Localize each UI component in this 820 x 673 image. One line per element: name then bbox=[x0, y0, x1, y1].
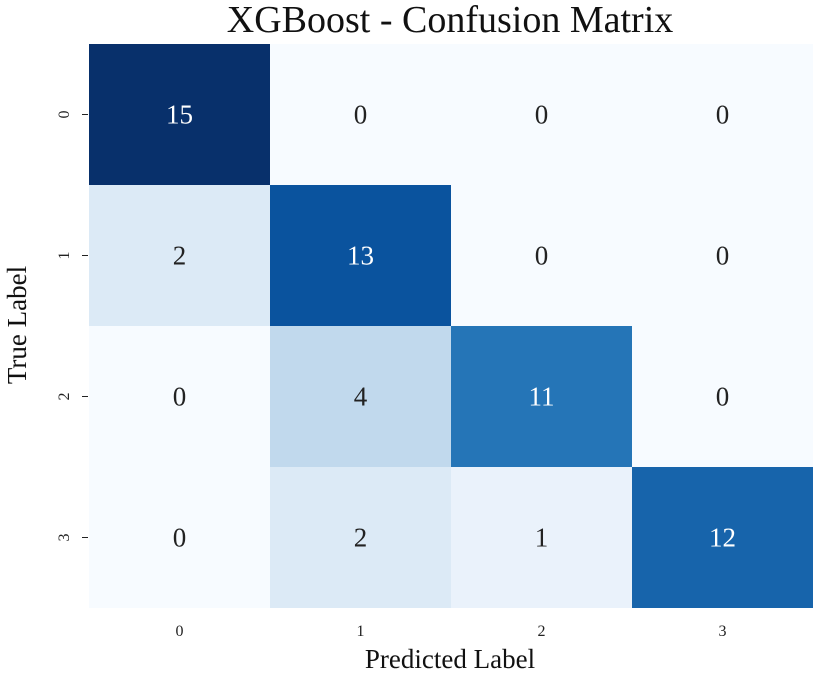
y-tick-label: 3 bbox=[56, 534, 73, 542]
x-tick-label: 2 bbox=[538, 623, 546, 640]
y-axis-ticks: 0 1 2 3 bbox=[56, 111, 88, 542]
heatmap-cells: 15 0 0 0 2 13 0 0 0 4 11 0 0 2 1 12 bbox=[89, 44, 813, 608]
heatmap-cell bbox=[632, 326, 813, 467]
cell-value-label: 2 bbox=[354, 523, 368, 553]
y-tick-label: 0 bbox=[56, 111, 73, 119]
heatmap-cell bbox=[451, 185, 632, 326]
cell-value-label: 2 bbox=[173, 241, 187, 271]
heatmap-cell bbox=[270, 185, 451, 326]
heatmap-cell bbox=[89, 326, 270, 467]
heatmap-cell bbox=[89, 185, 270, 326]
heatmap-cell bbox=[270, 44, 451, 185]
cell-value-label: 4 bbox=[354, 382, 368, 412]
heatmap-cell bbox=[632, 44, 813, 185]
chart-title: XGBoost - Confusion Matrix bbox=[227, 0, 674, 41]
cell-value-label: 0 bbox=[716, 100, 730, 130]
heatmap-cell bbox=[451, 467, 632, 608]
cell-value-label: 12 bbox=[709, 523, 736, 553]
y-axis-label: True Label bbox=[2, 266, 32, 384]
cell-value-label: 0 bbox=[354, 100, 368, 130]
cell-value-label: 0 bbox=[535, 100, 549, 130]
y-tick-label: 2 bbox=[56, 393, 73, 401]
heatmap-cell bbox=[451, 326, 632, 467]
cell-value-label: 13 bbox=[347, 241, 374, 271]
cell-value-label: 1 bbox=[535, 523, 549, 553]
cell-value-label: 0 bbox=[716, 382, 730, 412]
cell-value-label: 0 bbox=[535, 241, 549, 271]
x-tick-label: 3 bbox=[719, 623, 727, 640]
cell-value-label: 0 bbox=[716, 241, 730, 271]
heatmap-cell bbox=[89, 467, 270, 608]
heatmap-cell bbox=[270, 326, 451, 467]
x-axis-label: Predicted Label bbox=[365, 644, 535, 673]
heatmap-cell bbox=[451, 44, 632, 185]
cell-value-label: 11 bbox=[529, 382, 555, 412]
cell-value-label: 0 bbox=[173, 382, 187, 412]
heatmap-cell bbox=[89, 44, 270, 185]
y-tick-label: 1 bbox=[56, 252, 73, 260]
heatmap-cell bbox=[632, 185, 813, 326]
cell-value-label: 0 bbox=[173, 523, 187, 553]
heatmap-cell bbox=[632, 467, 813, 608]
heatmap-cell bbox=[270, 467, 451, 608]
x-tick-label: 0 bbox=[176, 623, 184, 640]
cell-value-label: 15 bbox=[166, 100, 193, 130]
x-axis-ticks: 0 1 2 3 bbox=[176, 623, 727, 640]
x-tick-label: 1 bbox=[357, 623, 365, 640]
